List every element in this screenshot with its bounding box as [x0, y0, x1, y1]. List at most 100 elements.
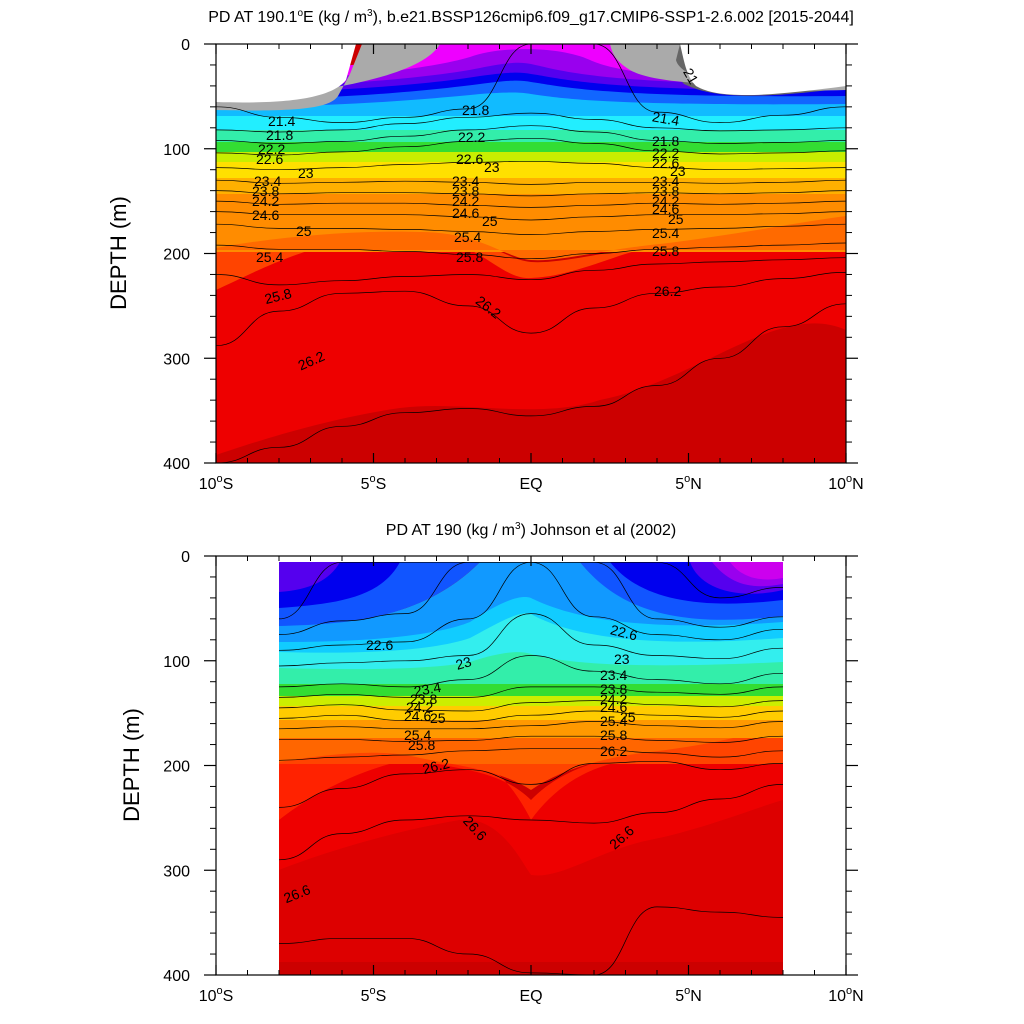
bot-fill-lightblue [279, 595, 783, 653]
bot-label-25-4-a: 25.4 [404, 727, 431, 743]
top-fill-blue [216, 78, 846, 106]
top-fill-lime [216, 150, 846, 162]
panel-top-title: PD AT 190.1oE (kg / m3), b.e21.BSSP126cm… [208, 8, 854, 26]
top-xtick-label: 5oS [361, 473, 387, 493]
top-label-24-2-c: 24.2 [652, 193, 679, 209]
top-label-22-2-a: 22.2 [258, 141, 285, 157]
top-fill-grey-light [216, 44, 846, 111]
bot-isopycnal-24-2 [278, 700, 784, 712]
bot-fill-orange-red [279, 720, 783, 820]
bot-ytick-label: 100 [163, 654, 190, 671]
bot-label-22-6-b: 22.6 [609, 621, 640, 643]
top-ytick-label: 100 [163, 142, 190, 159]
top-xtick-label: EQ [519, 476, 542, 493]
top-fill-orange-red [216, 210, 846, 290]
bot-label-23-8-a: 23.8 [410, 691, 437, 707]
top-ytick-label: 400 [163, 456, 190, 473]
top-label-25-c: 25 [668, 211, 684, 227]
top-label-24-6-c: 24.6 [652, 201, 679, 217]
bot-label-23-a: 23 [454, 653, 474, 673]
panel-top: PD AT 190.1oE (kg / m3), b.e21.BSSP126cm… [106, 8, 864, 493]
bot-isopycnal-25-8 [278, 748, 784, 761]
bot-label-25-a: 25 [430, 710, 446, 726]
bot-isopycnal-23-4 [278, 655, 784, 688]
bot-isopycnal-25 [278, 721, 784, 730]
top-contour-labels: 21 21.4 21.4 21.8 21.8 21.8 22.2 22.2 22… [252, 65, 702, 373]
top-label-24-2-b: 24.2 [452, 193, 479, 209]
top-label-22-6-a: 22.6 [256, 151, 283, 167]
bot-xtick-label: 10oN [828, 985, 863, 1005]
top-label-23-4-a: 23.4 [254, 173, 281, 189]
top-ytick-label: 0 [181, 37, 190, 54]
top-label-22-2-b: 22.2 [458, 129, 485, 145]
top-label-23-4-b: 23.4 [452, 173, 479, 189]
bot-xtick-label: 5oS [361, 985, 387, 1005]
panel-top-plot-area [216, 44, 846, 463]
top-fill-darkblue [216, 70, 846, 99]
bot-xtick-label: EQ [519, 988, 542, 1005]
bot-xtick-label: 5oN [675, 985, 702, 1005]
bot-fill-lime [279, 694, 783, 706]
top-label-21-8-c: 21.8 [652, 133, 679, 149]
bot-isopycnal-25-4 [279, 735, 784, 743]
top-label-23-b: 23 [484, 159, 500, 175]
panel-bottom-plot-area [278, 561, 784, 975]
bot-label-23-b: 23 [614, 651, 630, 667]
bot-xtick-label: 10oS [199, 985, 234, 1005]
top-isopycnal-26-6 [216, 303, 846, 463]
bot-isopycnal-24-6 [278, 710, 784, 722]
top-label-21-8-a: 21.8 [266, 127, 293, 143]
top-isopycnal-22-6 [216, 137, 846, 156]
top-isopycnal-23-4 [216, 179, 846, 185]
top-y-axis-label: DEPTH (m) [106, 196, 131, 310]
bot-label-25-8-b: 25.8 [600, 727, 627, 743]
bot-label-23-4-b: 23.4 [600, 667, 627, 683]
top-xtick-label: 10oS [199, 473, 234, 493]
top-label-24-2-a: 24.2 [252, 193, 279, 209]
top-label-21-4-b: 21.4 [651, 108, 681, 129]
top-label-23-8-c: 23.8 [652, 183, 679, 199]
bot-fill-sky [279, 562, 783, 642]
top-isopycnal-24-2 [216, 200, 846, 208]
bot-label-25-8-a: 25.8 [408, 737, 435, 753]
top-label-24-6-a: 24.6 [252, 207, 279, 223]
top-axis-ticks: 10oS 5oS EQ 5oN 10oN 0 100 200 300 400 [163, 37, 863, 493]
top-label-22-6-c: 22.6 [652, 155, 679, 171]
bot-ytick-label: 200 [163, 759, 190, 776]
bot-label-24-6-a: 24.6 [404, 708, 431, 724]
bot-label-24-2-b: 24.2 [600, 691, 627, 707]
top-label-22-2-c: 22.2 [652, 145, 679, 161]
bot-isopycnal-26-2 [278, 760, 784, 808]
top-isopycnal-22-2 [216, 125, 846, 144]
top-ytick-label: 200 [163, 247, 190, 264]
top-isopycnal-26-2 [216, 272, 846, 347]
top-label-25-4-b: 25.4 [454, 229, 481, 245]
top-isopycnal-25 [216, 223, 846, 235]
top-fill-orange-2 [216, 216, 846, 261]
top-isopycnal-21-8 [216, 112, 846, 133]
bot-label-24-6-b: 24.6 [600, 699, 627, 715]
bot-isopycnal-27 [278, 906, 784, 975]
top-label-23-c: 23 [670, 163, 686, 179]
top-fill-cyan [216, 114, 846, 130]
top-label-24-6-b: 24.6 [452, 205, 479, 221]
top-xtick-label: 5oN [675, 473, 702, 493]
bot-label-26-2-b: 26.2 [600, 743, 627, 759]
bot-label-25-b: 25 [620, 709, 636, 725]
bot-label-23-8-b: 23.8 [600, 681, 627, 697]
bot-fill-amber [279, 718, 783, 738]
bot-fill-royal [279, 562, 783, 608]
top-xtick-label: 10oN [828, 473, 863, 493]
top-label-25-4-c: 25.4 [652, 225, 679, 241]
top-label-23-4-c: 23.4 [652, 173, 679, 189]
bot-isopycnal-23-8 [278, 686, 784, 698]
bot-isopycnal-23 [278, 613, 784, 667]
bot-label-24-2-a: 24.2 [406, 699, 433, 715]
bot-ytick-label: 400 [163, 968, 190, 985]
top-label-23-8-a: 23.8 [252, 183, 279, 199]
panel-bottom-title: PD AT 190 (kg / m3) Johnson et al (2002) [386, 521, 676, 539]
bot-label-23-4-a: 23.4 [413, 679, 443, 700]
top-label-23-8-b: 23.8 [452, 183, 479, 199]
top-label-25-b: 25 [482, 213, 498, 229]
